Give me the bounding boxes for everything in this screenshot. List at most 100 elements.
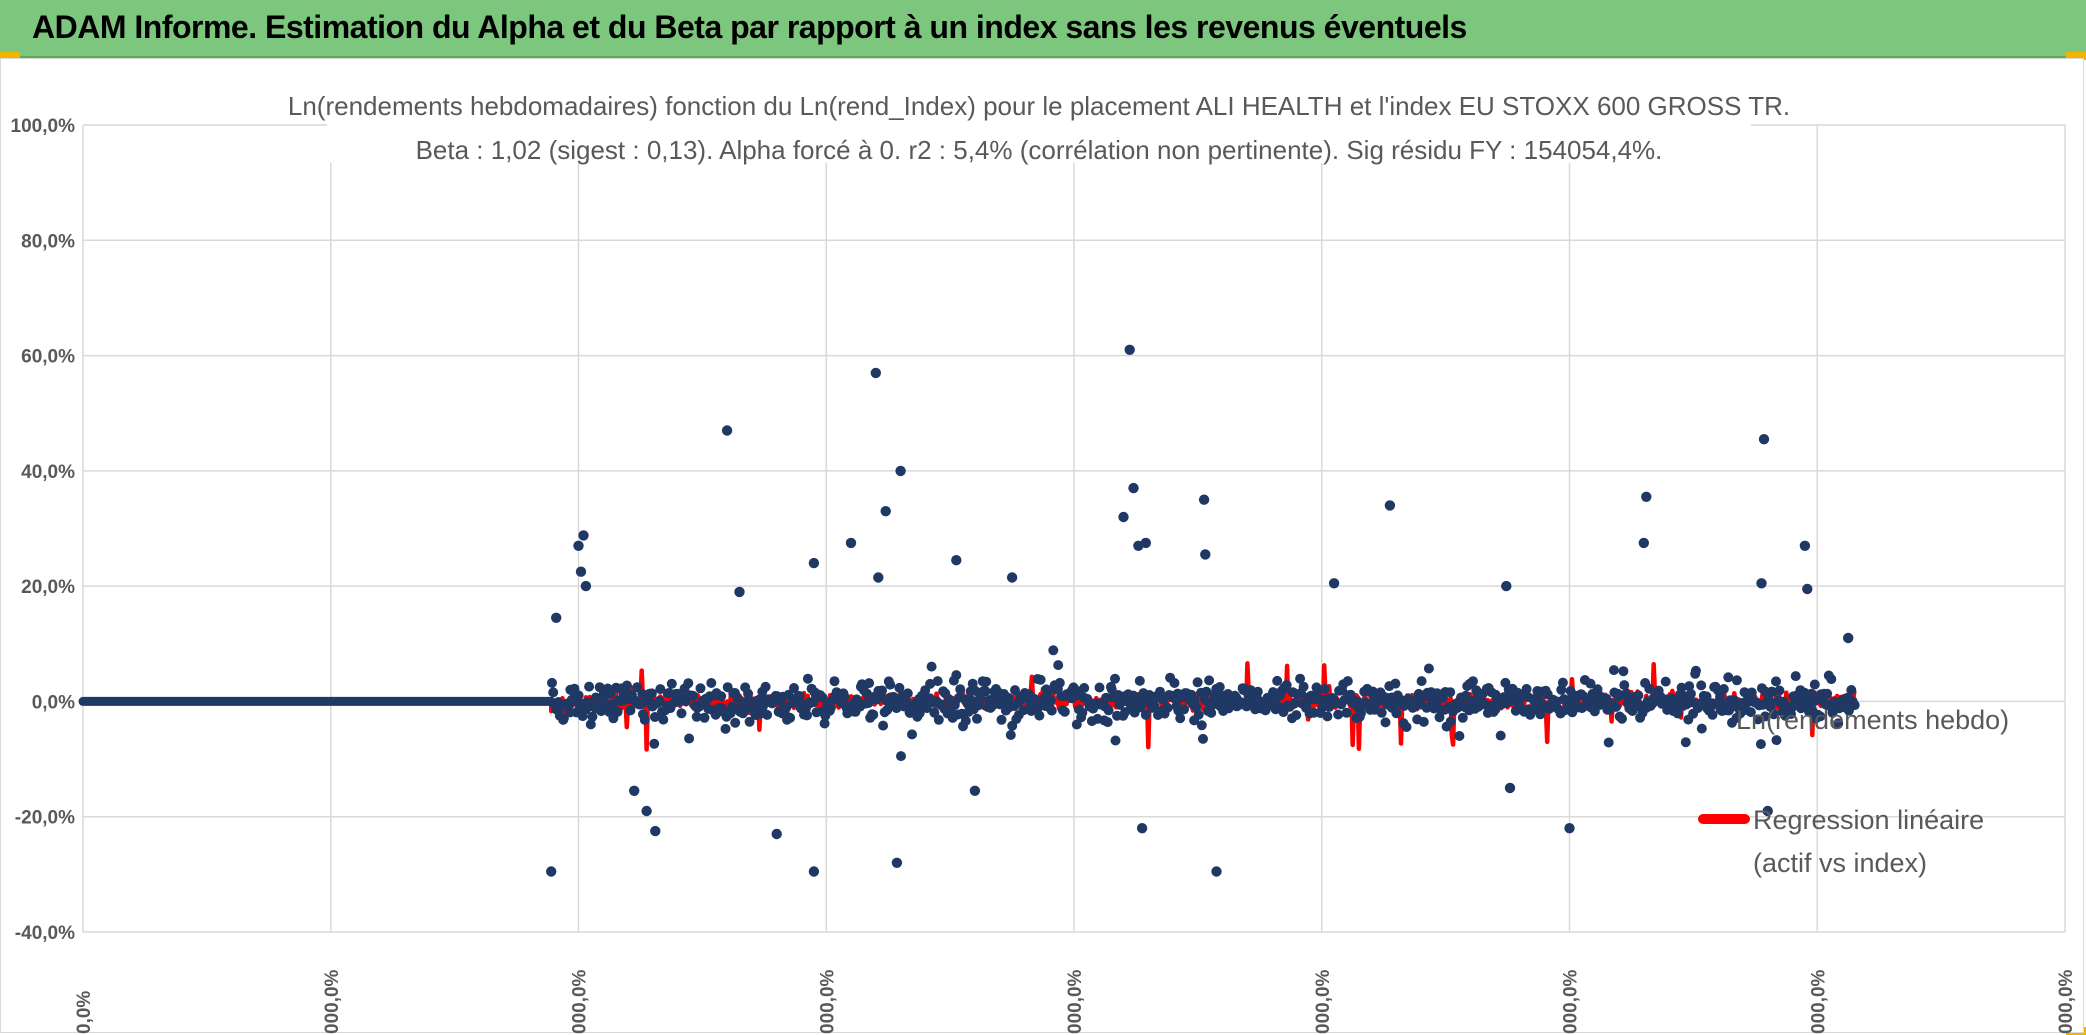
data-point (720, 723, 731, 734)
chart-area: 100,0% 80,0% 60,0% 40,0% 20,0% 0,0% -20,0% -40,… (0, 58, 2084, 1034)
data-point (684, 733, 695, 744)
data-point (695, 683, 706, 694)
data-point (1295, 673, 1306, 684)
x-tick-label: 000,0% (1561, 969, 1582, 1034)
data-point-outlier (721, 425, 733, 436)
scatter-chart: 100,0% 80,0% 60,0% 40,0% 20,0% 0,0% -20,0% -40,… (11, 81, 2077, 1034)
data-point (1214, 682, 1225, 692)
data-point-outlier (1211, 866, 1222, 877)
data-point (625, 705, 636, 716)
x-tick-label: 000,0% (2056, 969, 2077, 1034)
x-tick-label: 000,0% (322, 969, 343, 1034)
data-point (1120, 707, 1131, 718)
data-point (1370, 697, 1381, 708)
data-point (901, 696, 912, 707)
data-point (1003, 692, 1014, 703)
data-point-outlier (546, 866, 557, 877)
data-point-outlier (1641, 491, 1652, 502)
data-point (1619, 680, 1630, 691)
data-point (1077, 707, 1088, 718)
y-tick-label: 100,0% (11, 116, 76, 137)
data-point (1806, 688, 1817, 699)
data-point (1192, 677, 1203, 688)
data-point (762, 709, 773, 720)
data-point (1790, 671, 1801, 682)
data-point (1457, 712, 1468, 723)
data-point (802, 673, 813, 684)
data-point (1676, 682, 1687, 693)
data-point (1680, 737, 1691, 748)
data-point (1005, 730, 1016, 740)
data-point (548, 687, 559, 698)
data-point-outlier (1564, 823, 1575, 834)
data-point-outlier (1118, 511, 1129, 523)
data-point (789, 683, 799, 693)
data-point-outlier (551, 612, 562, 623)
data-point-outlier (1198, 494, 1210, 505)
data-point (1053, 660, 1064, 671)
data-point-outlier (1200, 549, 1211, 560)
data-point-outlier (1124, 344, 1135, 355)
data-point (972, 713, 982, 724)
data-point (1175, 713, 1186, 724)
data-point (639, 714, 650, 725)
data-point-outlier (969, 785, 981, 796)
data-point (676, 708, 687, 719)
data-point (1149, 700, 1160, 711)
data-point (1206, 707, 1217, 718)
data-point (1617, 713, 1627, 724)
data-point (1198, 733, 1208, 744)
data-point-outlier (578, 530, 589, 541)
data-point (955, 684, 966, 695)
data-point (864, 678, 875, 689)
data-point (1103, 705, 1114, 716)
data-point (1690, 665, 1701, 676)
data-point (1094, 682, 1105, 693)
data-point (1342, 676, 1353, 687)
data-point (1521, 684, 1532, 694)
data-point (716, 691, 727, 702)
data-point-outlier (650, 825, 661, 837)
data-point (1613, 691, 1624, 702)
data-point (1298, 681, 1309, 692)
data-point (1608, 665, 1619, 676)
data-point (863, 698, 874, 708)
data-point (951, 670, 962, 681)
data-point (587, 711, 598, 722)
data-point (1418, 716, 1429, 727)
data-point (1765, 701, 1776, 712)
data-point (1341, 707, 1352, 718)
data-point (547, 677, 557, 688)
data-point (1768, 709, 1779, 720)
data-point (1193, 709, 1204, 720)
data-point-outlier (895, 465, 906, 477)
data-point (925, 678, 936, 689)
data-point (1046, 705, 1057, 716)
data-point (1846, 685, 1857, 695)
data-point (839, 692, 850, 703)
data-point (1760, 711, 1771, 722)
data-point (649, 712, 660, 722)
data-point (612, 706, 623, 717)
data-point (819, 718, 830, 729)
data-point (933, 714, 944, 725)
data-point (655, 684, 666, 695)
points-series (78, 344, 1860, 877)
data-point (802, 710, 812, 721)
data-point (1079, 683, 1090, 693)
data-point (1771, 735, 1782, 746)
chart-title-line-1: Ln(rendements hebdomadaires) fonction du… (288, 91, 1790, 121)
data-point (902, 688, 913, 699)
chart-title: Ln(rendements hebdomadaires) fonction du… (288, 81, 1790, 165)
data-point (1822, 688, 1833, 699)
y-axis-ticks: 100,0% 80,0% 60,0% 40,0% 20,0% 0,0% -20,0% -40,… (11, 116, 76, 944)
data-point (739, 706, 750, 717)
data-point (1585, 678, 1596, 689)
data-point (1696, 723, 1707, 734)
x-axis-ticks: 0,0% 000,0% 000,0% 000,0% 000,0% 000,0% 000,0%… (74, 969, 2077, 1034)
data-point (785, 712, 796, 723)
data-point (996, 714, 1007, 725)
data-point (691, 711, 702, 722)
data-point (1849, 700, 1860, 711)
chart-legend: Ln(rendements hebdo) Regression linéaire… (1698, 705, 2009, 878)
